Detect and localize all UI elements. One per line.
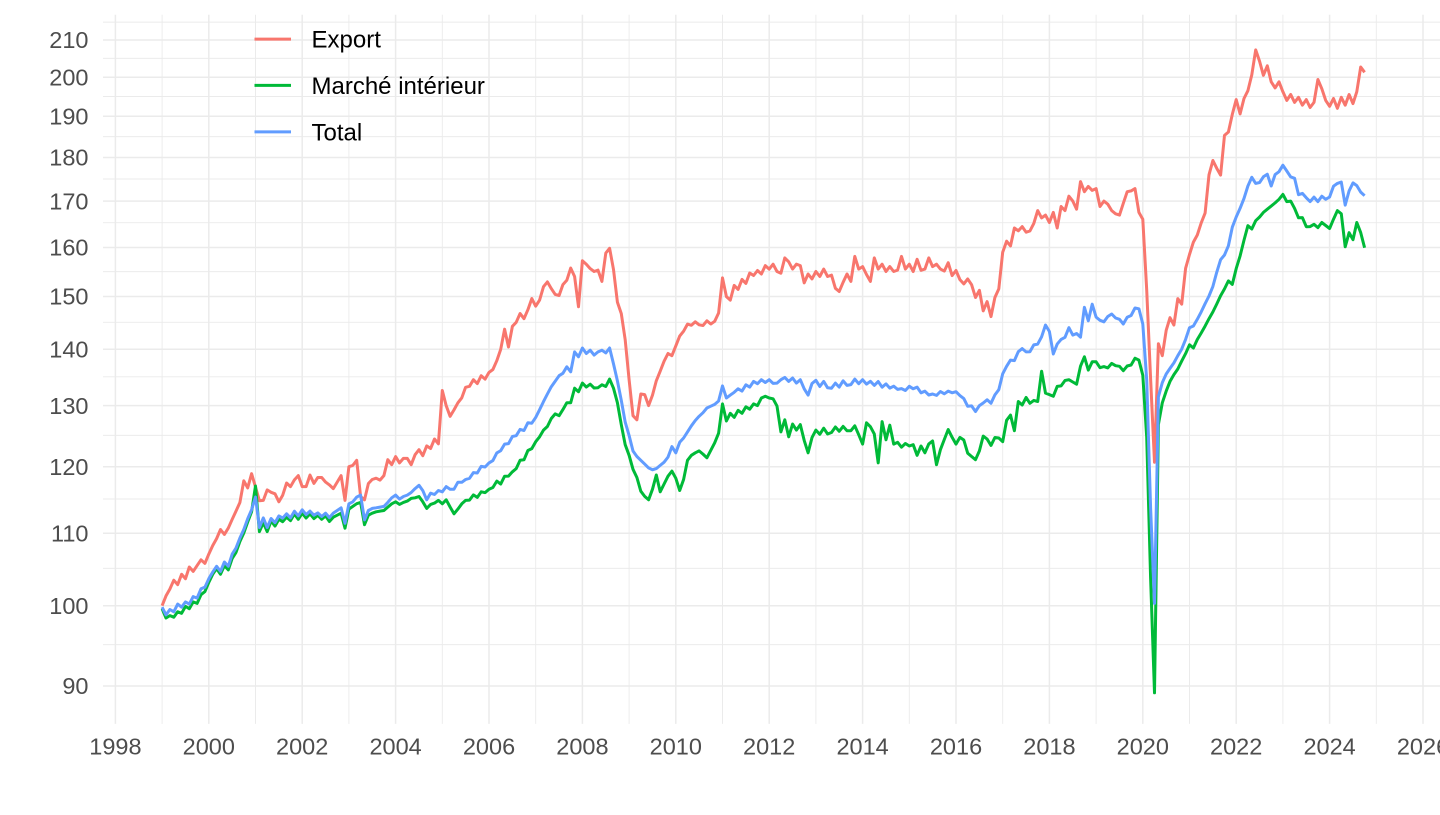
svg-text:100: 100 bbox=[49, 593, 88, 619]
svg-text:210: 210 bbox=[49, 27, 88, 53]
svg-text:2024: 2024 bbox=[1303, 734, 1355, 760]
svg-text:2018: 2018 bbox=[1023, 734, 1075, 760]
svg-text:Marché intérieur: Marché intérieur bbox=[312, 73, 485, 100]
svg-text:190: 190 bbox=[49, 104, 88, 130]
svg-text:200: 200 bbox=[49, 64, 88, 90]
svg-text:150: 150 bbox=[49, 284, 88, 310]
svg-text:2010: 2010 bbox=[650, 734, 702, 760]
svg-text:Total: Total bbox=[312, 119, 363, 146]
svg-text:180: 180 bbox=[49, 145, 88, 171]
svg-text:110: 110 bbox=[51, 520, 88, 546]
svg-text:2016: 2016 bbox=[930, 734, 982, 760]
svg-text:2012: 2012 bbox=[743, 734, 795, 760]
svg-text:120: 120 bbox=[49, 454, 88, 480]
svg-text:2008: 2008 bbox=[556, 734, 608, 760]
svg-text:Export: Export bbox=[312, 27, 382, 54]
svg-text:2002: 2002 bbox=[276, 734, 328, 760]
svg-text:130: 130 bbox=[49, 393, 88, 419]
svg-text:160: 160 bbox=[49, 235, 88, 261]
svg-text:2026: 2026 bbox=[1397, 734, 1440, 760]
svg-text:2004: 2004 bbox=[369, 734, 421, 760]
svg-text:2014: 2014 bbox=[836, 734, 888, 760]
svg-text:90: 90 bbox=[62, 673, 88, 699]
svg-text:170: 170 bbox=[49, 188, 88, 214]
svg-text:2000: 2000 bbox=[183, 734, 235, 760]
svg-text:2006: 2006 bbox=[463, 734, 515, 760]
svg-text:140: 140 bbox=[49, 336, 88, 362]
svg-text:1998: 1998 bbox=[89, 734, 141, 760]
svg-text:2022: 2022 bbox=[1210, 734, 1262, 760]
svg-text:2020: 2020 bbox=[1117, 734, 1169, 760]
